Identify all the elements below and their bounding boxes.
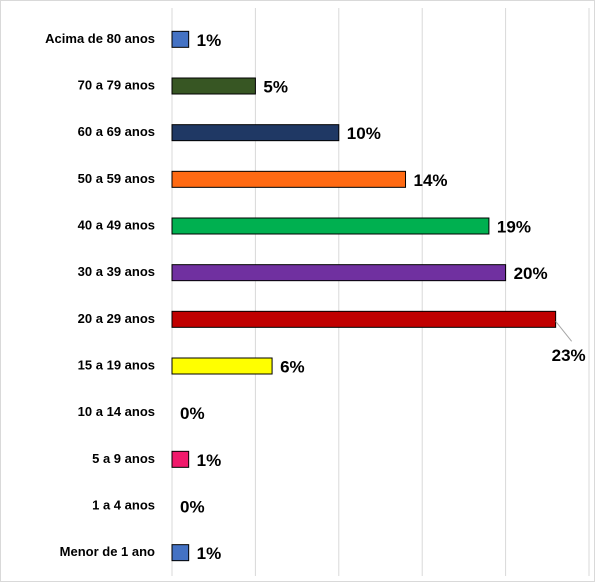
y-tick-label: 70 a 79 anos [78,77,155,92]
bar [171,310,557,328]
y-tick-label: 10 a 14 anos [78,404,155,419]
data-label: 20% [514,264,548,283]
bar [171,357,273,375]
bar [171,170,407,188]
data-label: 0% [180,404,205,423]
y-tick-label: 5 a 9 anos [92,451,155,466]
data-label: 1% [197,31,222,50]
bar [171,264,507,282]
data-label: 23% [552,346,586,365]
bar [171,124,340,142]
data-label: 5% [263,77,288,96]
bar [171,217,490,235]
y-tick-label: Menor de 1 ano [60,544,155,559]
y-tick-label: 20 a 29 anos [78,311,155,326]
data-label: 0% [180,497,205,516]
bar [171,30,190,48]
bar [171,544,190,562]
y-tick-label: 40 a 49 anos [78,217,155,232]
bar [171,77,256,95]
data-label: 19% [497,217,531,236]
data-label: 14% [414,171,448,190]
y-tick-label: 30 a 39 anos [78,264,155,279]
bar [171,450,190,468]
y-tick-label: 60 a 69 anos [78,124,155,139]
data-label: 10% [347,124,381,143]
leader-line [555,321,573,342]
data-label: 1% [197,451,222,470]
y-tick-label: Acima de 80 anos [45,31,155,46]
data-label: 6% [280,357,305,376]
data-label: 1% [197,544,222,563]
y-tick-label: 50 a 59 anos [78,171,155,186]
y-tick-label: 1 a 4 anos [92,497,155,512]
y-tick-label: 15 a 19 anos [78,357,155,372]
